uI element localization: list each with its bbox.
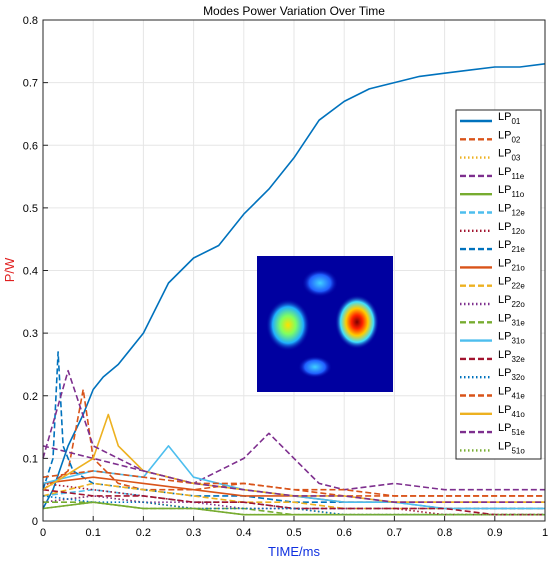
legend-entry: LP22o	[498, 294, 525, 309]
y-tick-label: 0.6	[23, 140, 38, 152]
chart-title: Modes Power Variation Over Time	[203, 4, 385, 18]
legend-entry: LP32o	[498, 367, 525, 382]
legend-entry: LP03	[498, 148, 521, 163]
x-tick-label: 0.8	[437, 527, 452, 539]
inset-lobe-top	[302, 269, 338, 297]
legend-entry: LP21o	[498, 257, 525, 272]
legend-entry: LP51e	[498, 422, 525, 437]
series-line-32o	[42, 495, 545, 516]
series-lines	[42, 63, 546, 516]
legend-entry: LP51o	[498, 440, 525, 455]
x-tick-label: 0.1	[86, 527, 101, 539]
axis-ticks: 0 0.1 0.2 0.3 0.4 0.5 0.6 0.7 0.8 0.9 1 0 0.1 0.2 0.3 0…	[23, 15, 548, 539]
series-line-41e	[42, 470, 545, 497]
series-line-32e	[42, 488, 545, 516]
y-tick-label: 0.2	[23, 391, 38, 403]
x-tick-label: 0.7	[387, 527, 402, 539]
legend-entry: LP02	[498, 129, 521, 144]
legend-entry: LP11e	[498, 166, 525, 181]
legend-entry: LP11o	[498, 184, 525, 199]
x-tick-label: 0.5	[286, 527, 301, 539]
y-tick-label: 0.3	[23, 328, 38, 340]
series-line-22e	[42, 482, 545, 510]
legend-entry: LP31e	[498, 312, 525, 327]
series-line-51o	[42, 501, 545, 516]
x-tick-label: 0	[40, 527, 46, 539]
legend-entry: LP12e	[498, 203, 525, 218]
legend-entry: LP01	[498, 111, 521, 126]
series-line-51e	[42, 369, 545, 504]
inset-lobe-bottom	[298, 356, 332, 378]
y-tick-label: 0.8	[23, 15, 38, 27]
x-axis-label: TIME/ms	[268, 544, 320, 559]
y-tick-label: 0.5	[23, 203, 38, 215]
y-tick-label: 0	[32, 516, 38, 528]
inset-lobe-right	[335, 295, 379, 349]
legend-entry: LP32e	[498, 349, 525, 364]
legend: LP01 LP02 LP03 LP11e LP11o LP12e LP12o LP21e LP2…	[455, 109, 542, 460]
inset-lobe-left	[266, 299, 310, 351]
y-tick-label: 0.1	[23, 453, 38, 465]
x-tick-label: 0.3	[186, 527, 201, 539]
x-tick-label: 0.6	[337, 527, 352, 539]
mode-profile-inset	[257, 256, 393, 392]
y-tick-label: 0.4	[23, 266, 38, 278]
legend-entry: LP12o	[498, 221, 525, 236]
legend-entry: LP21e	[498, 239, 525, 254]
y-axis-label: P/W	[2, 257, 17, 282]
x-tick-label: 1	[542, 527, 548, 539]
legend-entry: LP22e	[498, 276, 525, 291]
x-tick-label: 0.4	[236, 527, 251, 539]
legend-entry: LP41e	[498, 386, 525, 401]
legend-entry: LP41o	[498, 404, 525, 419]
series-line-01	[42, 63, 546, 509]
y-tick-label: 0.7	[23, 78, 38, 90]
x-tick-label: 0.2	[136, 527, 151, 539]
legend-entry: LP31o	[498, 331, 525, 346]
x-tick-label: 0.9	[487, 527, 502, 539]
